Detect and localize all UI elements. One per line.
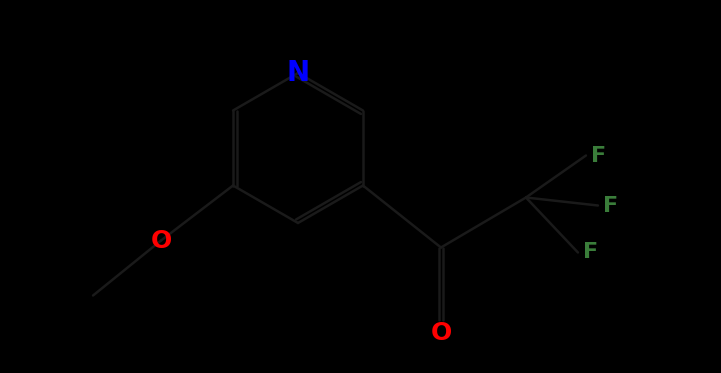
Text: O: O xyxy=(151,229,172,253)
Text: F: F xyxy=(591,145,606,166)
Text: F: F xyxy=(583,242,598,263)
Text: F: F xyxy=(603,195,619,216)
Text: N: N xyxy=(286,59,309,87)
Text: O: O xyxy=(430,322,451,345)
